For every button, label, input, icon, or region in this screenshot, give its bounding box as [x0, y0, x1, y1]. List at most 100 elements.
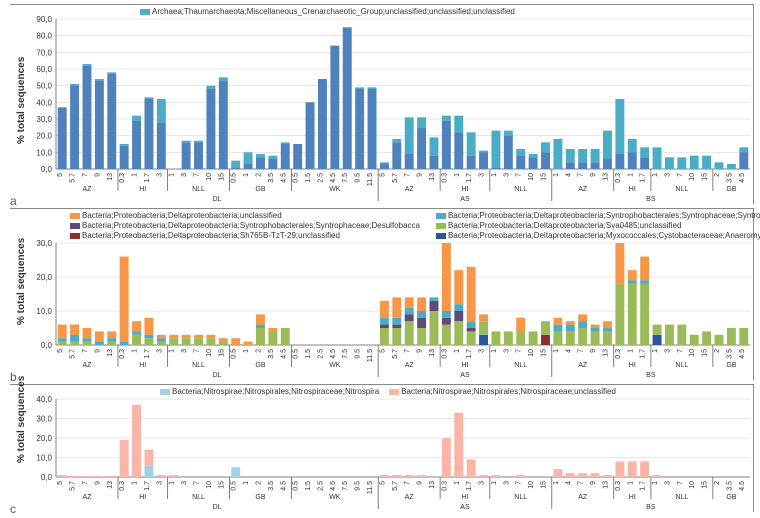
svg-text:0.5: 0.5	[231, 173, 238, 183]
svg-text:0.3: 0.3	[441, 349, 448, 359]
bar	[591, 328, 600, 331]
bar	[120, 342, 129, 345]
svg-text:50,0: 50,0	[36, 82, 52, 91]
bar	[615, 243, 624, 284]
svg-text:15: 15	[541, 481, 548, 489]
bar	[578, 473, 587, 477]
svg-text:1: 1	[454, 349, 461, 353]
legend-label: Bacteria;Nitrospirae;Nitrospirales;Nitro…	[401, 387, 616, 396]
svg-text:2: 2	[255, 349, 262, 353]
svg-text:7.5: 7.5	[342, 173, 349, 183]
bar	[541, 335, 550, 345]
bar	[107, 476, 116, 477]
bar	[144, 99, 153, 169]
bar	[194, 335, 203, 338]
bar	[368, 87, 377, 89]
svg-text:4.5: 4.5	[739, 173, 746, 183]
bar	[442, 121, 451, 169]
svg-text:5.7: 5.7	[392, 173, 399, 183]
bar	[206, 86, 215, 89]
svg-text:0.5: 0.5	[293, 173, 300, 183]
svg-text:0.3: 0.3	[119, 349, 126, 359]
svg-text:0.5: 0.5	[293, 481, 300, 491]
bar	[256, 157, 265, 169]
bar	[640, 280, 649, 283]
svg-text:5: 5	[379, 173, 386, 177]
svg-text:HI: HI	[629, 362, 636, 369]
bar	[107, 342, 116, 345]
bar	[144, 338, 153, 345]
bar	[690, 156, 699, 169]
svg-text:10: 10	[206, 349, 213, 357]
svg-text:9: 9	[590, 349, 597, 353]
svg-text:5.7: 5.7	[70, 481, 77, 491]
bar	[157, 99, 166, 122]
bar	[578, 162, 587, 169]
svg-text:15: 15	[702, 481, 709, 489]
svg-text:9: 9	[417, 349, 424, 353]
svg-text:1: 1	[169, 173, 176, 177]
bar	[454, 132, 463, 169]
bar	[653, 475, 662, 477]
bar	[120, 146, 129, 169]
svg-text:5.7: 5.7	[392, 481, 399, 491]
svg-text:5: 5	[57, 481, 64, 485]
bar	[405, 117, 414, 154]
bar	[529, 154, 538, 157]
bar	[479, 321, 488, 335]
svg-text:1.7: 1.7	[640, 481, 647, 491]
bar	[70, 335, 79, 342]
svg-text:1.7: 1.7	[466, 481, 473, 491]
bar	[479, 335, 488, 345]
bar	[553, 318, 562, 325]
svg-text:7: 7	[404, 173, 411, 177]
svg-text:1.7: 1.7	[466, 349, 473, 359]
legend-label: Bacteria;Proteobacteria;Deltaproteobacte…	[448, 211, 760, 220]
bar	[739, 152, 748, 169]
svg-text:13: 13	[429, 173, 436, 181]
bar	[715, 162, 724, 169]
legend-label: Bacteria;Proteobacteria;Deltaproteobacte…	[82, 221, 420, 230]
svg-text:5.7: 5.7	[392, 349, 399, 359]
bar	[467, 156, 476, 169]
svg-text:NLL: NLL	[514, 186, 527, 193]
svg-text:15: 15	[218, 349, 225, 357]
svg-text:1: 1	[243, 481, 250, 485]
svg-text:3: 3	[664, 173, 671, 177]
svg-text:1: 1	[243, 173, 250, 177]
bar	[491, 131, 500, 168]
bar	[677, 157, 686, 169]
bar	[95, 79, 104, 81]
bar	[479, 151, 488, 153]
bar	[504, 131, 513, 136]
bar	[83, 66, 92, 169]
figure: a % total sequences Archaea;Thaumarchaeo…	[0, 0, 760, 518]
svg-text:1: 1	[553, 481, 560, 485]
bar	[454, 270, 463, 304]
svg-text:1: 1	[132, 173, 139, 177]
svg-text:WK: WK	[329, 362, 341, 369]
bar	[405, 321, 414, 345]
svg-text:10,0: 10,0	[36, 307, 52, 316]
svg-text:1: 1	[491, 349, 498, 353]
bar	[591, 325, 600, 328]
svg-text:DL: DL	[213, 196, 222, 203]
svg-text:HI: HI	[629, 494, 636, 501]
bar	[58, 107, 67, 169]
svg-text:2: 2	[714, 173, 721, 177]
svg-text:NLL: NLL	[192, 362, 205, 369]
bar	[256, 314, 265, 324]
bar	[194, 338, 203, 345]
bar	[491, 167, 500, 169]
svg-text:3: 3	[503, 349, 510, 353]
bar	[454, 321, 463, 345]
svg-text:4.5: 4.5	[330, 481, 337, 491]
bar	[107, 338, 116, 341]
panel-b-legend: Bacteria;Proteobacteria;Deltaproteobacte…	[70, 211, 747, 241]
bar	[553, 469, 562, 477]
bar	[83, 476, 92, 477]
svg-text:DL: DL	[213, 372, 222, 379]
svg-text:0.3: 0.3	[119, 481, 126, 491]
bar	[504, 331, 513, 345]
svg-text:HI: HI	[139, 186, 146, 193]
